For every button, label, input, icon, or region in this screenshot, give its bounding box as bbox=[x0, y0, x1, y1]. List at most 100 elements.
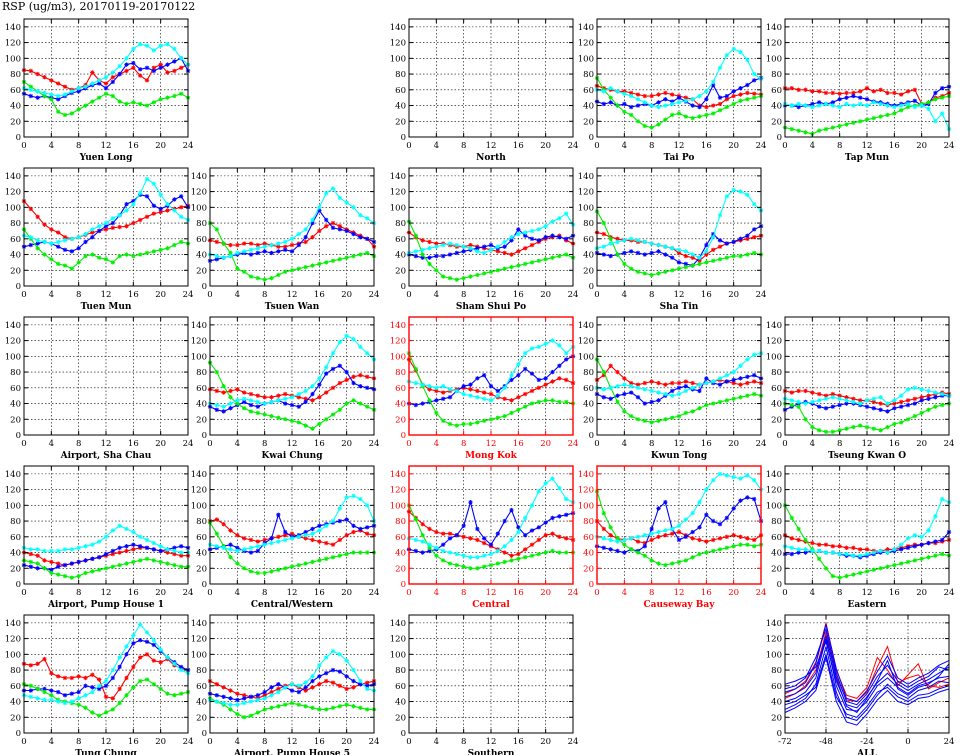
series-line-blue bbox=[784, 638, 950, 712]
data-point-blue bbox=[717, 95, 723, 100]
data-point-cyan bbox=[628, 384, 634, 389]
data-point-green bbox=[676, 266, 682, 271]
data-point-green bbox=[454, 277, 460, 282]
data-point-cyan bbox=[683, 388, 689, 394]
data-point-cyan bbox=[481, 250, 487, 256]
data-point-cyan bbox=[344, 658, 349, 663]
data-point-blue bbox=[871, 406, 877, 411]
data-point-cyan bbox=[601, 89, 607, 94]
data-point-cyan bbox=[796, 399, 801, 405]
y-tick-label: 0 bbox=[16, 431, 21, 441]
data-point-cyan bbox=[837, 396, 842, 402]
data-point-green bbox=[137, 252, 143, 257]
data-point-green bbox=[615, 103, 620, 108]
data-point-red bbox=[221, 522, 226, 527]
data-point-green bbox=[522, 555, 528, 560]
data-point-red bbox=[235, 533, 240, 538]
data-point-blue bbox=[303, 235, 308, 240]
x-tick-label: 16 bbox=[889, 439, 900, 449]
data-point-blue bbox=[248, 252, 254, 257]
data-point-blue bbox=[178, 194, 184, 199]
data-point-green bbox=[358, 705, 363, 711]
data-point-red bbox=[751, 537, 757, 543]
panel-title-mong-kok: Mong Kok bbox=[465, 451, 518, 461]
data-point-cyan bbox=[810, 399, 815, 405]
data-point-red bbox=[601, 231, 607, 237]
x-tick-label: 20 bbox=[728, 439, 739, 449]
data-point-red bbox=[615, 236, 620, 241]
x-tick-label: 16 bbox=[128, 588, 139, 598]
panel-title-airport-pump-house-5: Airport, Pump House 5 bbox=[233, 749, 350, 755]
data-point-green bbox=[276, 704, 281, 709]
y-tick-label: 140 bbox=[766, 619, 782, 629]
data-point-green bbox=[289, 564, 295, 569]
data-point-cyan bbox=[885, 103, 890, 108]
data-point-blue bbox=[131, 542, 136, 547]
x-tick-label: 4 bbox=[49, 290, 54, 300]
data-point-blue bbox=[317, 208, 322, 213]
data-point-red bbox=[622, 376, 627, 381]
data-point-cyan bbox=[144, 43, 150, 48]
data-point-green bbox=[330, 412, 336, 417]
data-point-cyan bbox=[228, 702, 233, 707]
x-tick-label: 20 bbox=[728, 588, 739, 598]
data-point-blue bbox=[364, 525, 370, 530]
data-point-green bbox=[235, 266, 240, 271]
data-point-blue bbox=[751, 78, 757, 83]
data-point-cyan bbox=[447, 550, 453, 555]
x-tick-label: 24 bbox=[369, 588, 380, 598]
data-point-red bbox=[516, 249, 521, 254]
data-point-green bbox=[502, 559, 507, 565]
data-point-cyan bbox=[221, 404, 226, 409]
data-point-green bbox=[912, 413, 918, 419]
data-point-red bbox=[303, 239, 308, 245]
data-point-green bbox=[816, 128, 822, 133]
data-point-cyan bbox=[235, 702, 240, 707]
data-point-green bbox=[178, 564, 184, 569]
data-point-red bbox=[864, 86, 870, 91]
data-point-green bbox=[615, 399, 620, 405]
data-point-cyan bbox=[642, 533, 648, 538]
data-point-green bbox=[103, 257, 109, 262]
data-point-green bbox=[933, 97, 938, 102]
y-tick-label: 120 bbox=[191, 188, 207, 198]
y-tick-label: 140 bbox=[5, 470, 21, 480]
data-point-green bbox=[710, 401, 716, 406]
data-point-green bbox=[622, 109, 627, 115]
data-point-cyan bbox=[427, 246, 432, 251]
data-point-cyan bbox=[649, 531, 654, 536]
data-point-cyan bbox=[550, 338, 555, 343]
data-point-red bbox=[351, 529, 356, 535]
data-point-cyan bbox=[235, 250, 240, 256]
data-point-green bbox=[481, 271, 487, 276]
data-point-cyan bbox=[697, 255, 702, 260]
data-point-green bbox=[563, 399, 569, 405]
data-point-green bbox=[235, 561, 240, 566]
panel-title-sham-shui-po: Sham Shui Po bbox=[456, 302, 526, 312]
data-point-cyan bbox=[69, 699, 75, 704]
data-point-cyan bbox=[165, 547, 170, 552]
data-point-cyan bbox=[710, 477, 716, 483]
data-point-red bbox=[337, 224, 343, 229]
y-tick-label: 100 bbox=[191, 352, 207, 362]
data-point-blue bbox=[816, 404, 822, 409]
data-point-blue bbox=[844, 401, 849, 406]
data-point-red bbox=[642, 93, 648, 99]
x-tick-label: 24 bbox=[183, 588, 194, 598]
data-point-red bbox=[317, 539, 322, 544]
data-point-cyan bbox=[351, 336, 356, 342]
data-point-red bbox=[282, 391, 288, 397]
data-point-blue bbox=[454, 250, 460, 256]
data-point-red bbox=[481, 390, 487, 395]
data-point-red bbox=[751, 91, 757, 96]
y-tick-label: 60 bbox=[583, 384, 594, 394]
data-point-green bbox=[796, 404, 801, 409]
data-point-green bbox=[676, 559, 682, 565]
data-point-green bbox=[124, 693, 129, 698]
y-tick-label: 80 bbox=[771, 517, 782, 527]
data-point-green bbox=[488, 417, 494, 422]
data-point-green bbox=[745, 393, 750, 398]
data-point-blue bbox=[427, 548, 432, 554]
data-point-green bbox=[214, 531, 220, 536]
data-point-blue bbox=[172, 59, 177, 64]
